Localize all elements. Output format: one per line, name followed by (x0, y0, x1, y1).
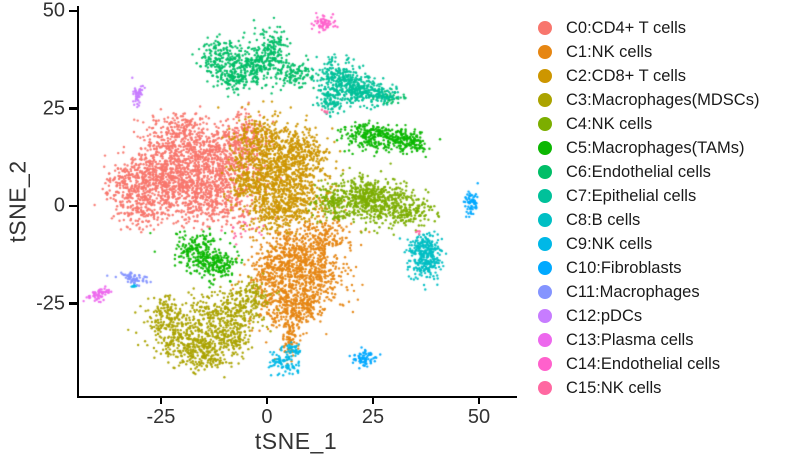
legend-item-c5: C5:Macrophages(TAMs) (530, 136, 745, 160)
legend-label-c8: C8:B cells (566, 210, 641, 229)
legend-swatch-c15 (538, 381, 552, 395)
legend-label-c4: C4:NK cells (566, 114, 653, 133)
x-axis-title: tSNE_1 (254, 428, 338, 454)
y-tick-label: 25 (42, 97, 65, 120)
y-tick-mark (69, 107, 77, 110)
legend-swatch-c0 (538, 21, 552, 35)
legend-swatch-c7 (538, 189, 552, 203)
legend-item-c15: C15:NK cells (530, 376, 661, 400)
legend-item-c7: C7:Epithelial cells (530, 184, 696, 208)
legend-label-c2: C2:CD8+ T cells (566, 66, 686, 85)
legend-label-c9: C9:NK cells (566, 234, 653, 253)
y-tick-label: 50 (42, 0, 65, 22)
legend-label-c7: C7:Epithelial cells (566, 186, 697, 205)
x-tick-mark (477, 396, 481, 404)
legend-label-c5: C5:Macrophages(TAMs) (566, 138, 745, 157)
legend-swatch-c8 (538, 213, 552, 227)
legend-label-c13: C13:Plasma cells (566, 330, 694, 349)
legend-item-c1: C1:NK cells (530, 40, 652, 64)
legend-swatch-c2 (538, 69, 552, 83)
x-tick-label: 50 (467, 406, 491, 428)
legend-item-c2: C2:CD8+ T cells (530, 64, 686, 88)
legend-label-c14: C14:Endothelial cells (566, 354, 721, 373)
legend-swatch-c1 (538, 45, 552, 59)
x-tick-label: 0 (261, 406, 273, 428)
y-tick-label: 0 (53, 194, 65, 217)
legend-label-c11: C11:Macrophages (566, 282, 700, 301)
legend-item-c0: C0:CD4+ T cells (530, 16, 686, 40)
legend-label-c15: C15:NK cells (566, 378, 662, 397)
legend-label-c3: C3:Macrophages(MDSCs) (566, 90, 760, 109)
legend-item-c4: C4:NK cells (530, 112, 652, 136)
legend-item-c3: C3:Macrophages(MDSCs) (530, 88, 759, 112)
x-tick-label: 25 (361, 406, 385, 428)
legend-swatch-c3 (538, 93, 552, 107)
legend-swatch-c14 (538, 357, 552, 371)
legend-swatch-c9 (538, 237, 552, 251)
legend-item-c8: C8:B cells (530, 208, 640, 232)
y-tick-mark (69, 302, 77, 305)
legend-swatch-c13 (538, 333, 552, 347)
y-tick-mark (69, 204, 77, 208)
legend-label-c1: C1:NK cells (566, 42, 653, 61)
legend-swatch-c5 (538, 141, 552, 155)
legend-item-c13: C13:Plasma cells (530, 328, 693, 352)
legend-swatch-c12 (538, 309, 552, 323)
plot-panel (77, 6, 517, 398)
y-tick-mark (69, 9, 77, 13)
legend-label-c6: C6:Endothelial cells (566, 162, 711, 181)
legend-item-c6: C6:Endothelial cells (530, 160, 711, 184)
y-tick-label: -25 (36, 292, 65, 315)
y-axis-title: tSNE_2 (4, 160, 31, 243)
legend-label-c0: C0:CD4+ T cells (566, 18, 686, 37)
legend-item-c11: C11:Macrophages (530, 280, 700, 304)
legend-swatch-c11 (538, 285, 552, 299)
legend-item-c9: C9:NK cells (530, 232, 652, 256)
legend-swatch-c4 (538, 117, 552, 131)
x-tick-mark (265, 396, 269, 404)
legend-item-c14: C14:Endothelial cells (530, 352, 720, 376)
legend-label-c12: C12:pDCs (566, 306, 643, 325)
legend-swatch-c10 (538, 261, 552, 275)
legend-label-c10: C10:Fibroblasts (566, 258, 682, 277)
x-tick-mark (159, 396, 163, 404)
legend-swatch-c6 (538, 165, 552, 179)
x-tick-label: -25 (146, 406, 176, 428)
legend-item-c10: C10:Fibroblasts (530, 256, 682, 280)
x-tick-mark (371, 396, 375, 404)
legend-item-c12: C12:pDCs (530, 304, 642, 328)
